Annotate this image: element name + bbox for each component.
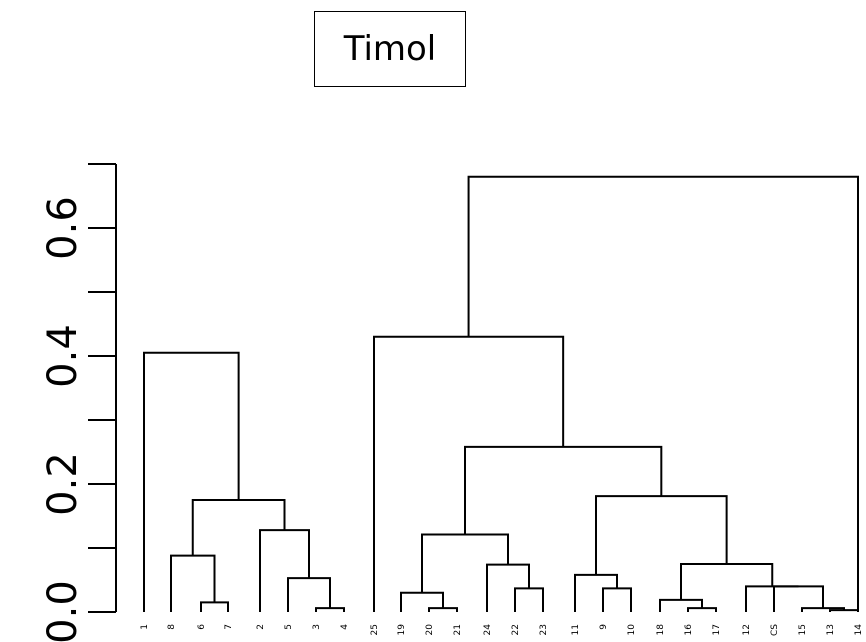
- dendrogram-link: [602, 587, 632, 612]
- leaf-label: 23: [539, 624, 549, 635]
- leaf-label: 13: [826, 624, 836, 635]
- y-tick-label: 0.4: [40, 324, 86, 388]
- dendrogram-link: [170, 554, 216, 612]
- leaf-label: 17: [712, 624, 722, 635]
- dendrogram-branches: [143, 175, 859, 612]
- dendrogram-link: [467, 175, 859, 612]
- leaf-label: 6: [197, 624, 207, 630]
- leaf-label: 24: [483, 624, 493, 636]
- dendrogram-link: [287, 577, 331, 612]
- y-tick-label: 0.2: [40, 452, 86, 516]
- dendrogram-link: [680, 563, 774, 600]
- leaf-label: 4: [340, 624, 350, 630]
- leaf-label: 11: [571, 624, 581, 635]
- leaf-label: 15: [798, 624, 808, 635]
- leaf-label: CS: [770, 624, 780, 636]
- dendrogram-link: [745, 585, 799, 612]
- leaf-label: 25: [370, 624, 380, 635]
- leaf-label: 10: [627, 624, 637, 636]
- leaf-label: 5: [284, 624, 294, 630]
- dendrogram-link: [829, 609, 859, 612]
- leaf-labels: 1 8 6 7 2 5 3 4 25 19 20 21 24 22 23 11 9 10 18 16 17 12 CS 15 1…: [140, 624, 864, 636]
- leaf-label: 3: [312, 624, 322, 630]
- dendrogram-link: [687, 607, 717, 612]
- dendrogram-link: [514, 587, 544, 612]
- dendrogram-link: [200, 601, 229, 612]
- dendrogram-link: [315, 607, 345, 612]
- dendrogram-link: [659, 598, 703, 612]
- leaf-label: 9: [599, 624, 609, 630]
- dendrogram-link: [373, 335, 565, 612]
- chart-title: Timol: [314, 11, 466, 87]
- leaf-label: 8: [167, 624, 177, 630]
- leaf-label: 12: [742, 624, 752, 635]
- dendrogram-link: [143, 351, 240, 612]
- dendrogram-link: [464, 445, 663, 535]
- dendrogram-link: [574, 573, 618, 612]
- leaf-label: 22: [511, 624, 521, 635]
- dendrogram-link: [259, 529, 310, 612]
- leaf-label: 20: [425, 624, 435, 636]
- y-tick-label: 0.0: [40, 580, 86, 642]
- leaf-label: 14: [854, 624, 864, 636]
- leaf-label: 18: [656, 624, 666, 636]
- dendrogram-link: [191, 499, 286, 556]
- leaf-label: 1: [140, 624, 150, 630]
- leaf-label: 21: [453, 624, 463, 635]
- y-tick-label: 0.6: [40, 196, 86, 260]
- leaf-label: 19: [397, 624, 407, 636]
- leaf-label: 7: [224, 624, 234, 630]
- leaf-label: 16: [684, 624, 694, 636]
- y-axis: 0.0 0.2 0.4 0.6: [40, 163, 117, 642]
- dendrogram-link: [428, 607, 458, 612]
- leaf-label: 2: [256, 624, 266, 630]
